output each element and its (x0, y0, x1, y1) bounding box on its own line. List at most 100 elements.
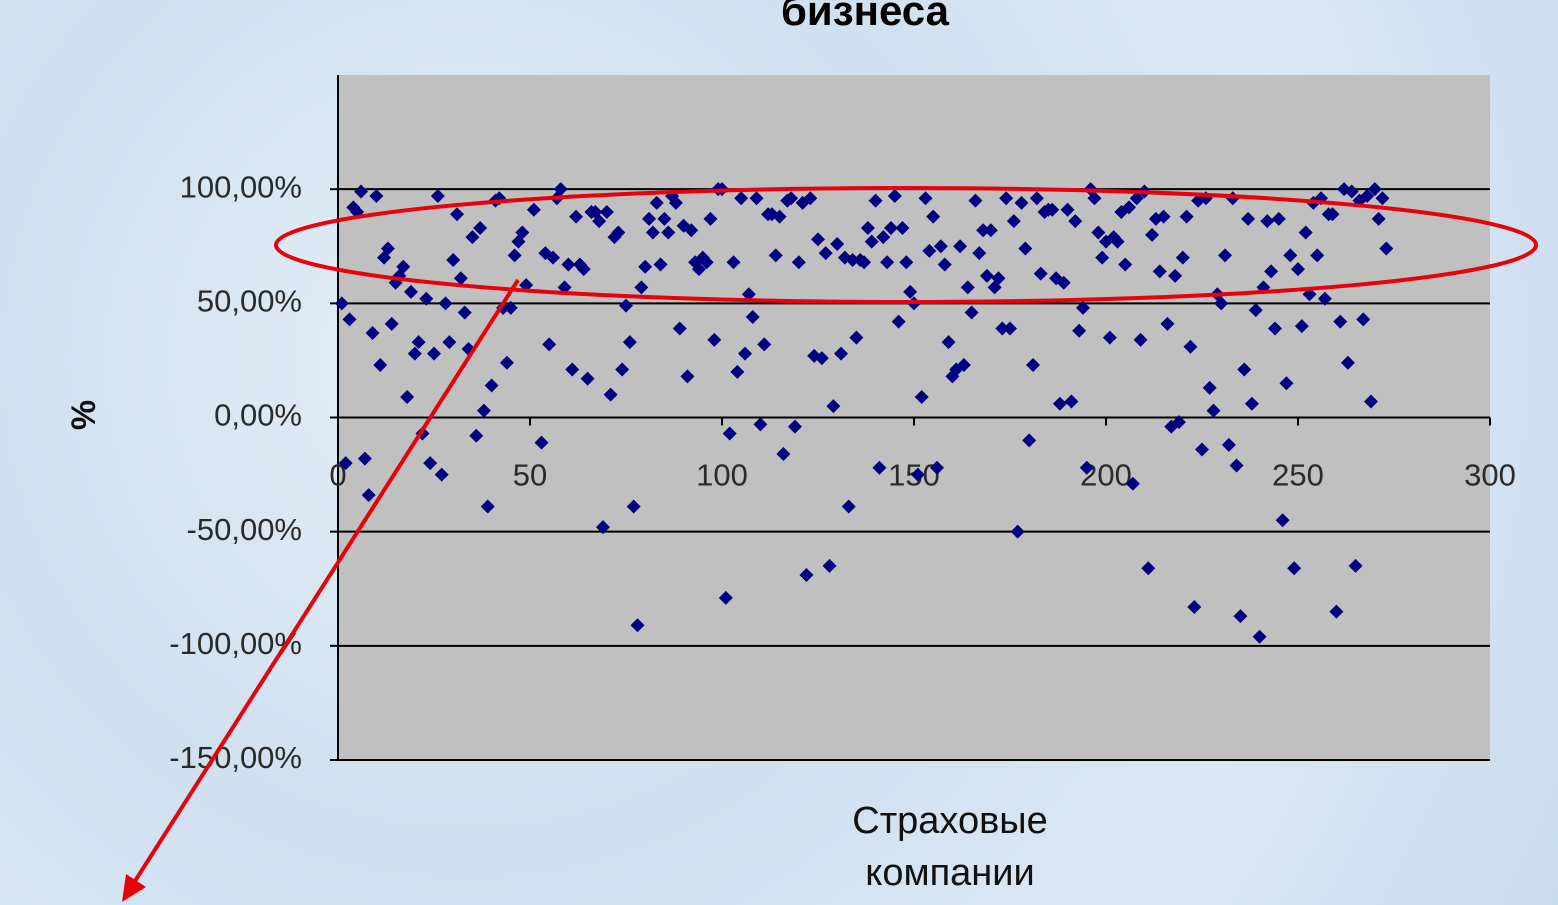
point (776, 447, 791, 462)
point (653, 257, 668, 272)
point (995, 321, 1010, 336)
point (645, 225, 660, 240)
point (534, 435, 549, 450)
point (876, 230, 891, 245)
point (1118, 257, 1133, 272)
point (1168, 268, 1183, 283)
point (661, 225, 676, 240)
point (722, 426, 737, 441)
point (1291, 262, 1305, 277)
point (476, 403, 491, 418)
point (1160, 316, 1175, 331)
point (1329, 604, 1344, 619)
point (626, 499, 641, 514)
point (1056, 275, 1071, 290)
point (1275, 513, 1290, 528)
point (1264, 264, 1279, 279)
point (438, 296, 453, 311)
point (1175, 250, 1190, 265)
point (434, 467, 449, 482)
point (1356, 312, 1371, 327)
point (453, 271, 468, 286)
point (734, 191, 749, 206)
point (1110, 234, 1125, 249)
point (515, 225, 530, 240)
point (334, 296, 349, 311)
point (864, 234, 879, 249)
point (1183, 339, 1198, 354)
point (1252, 629, 1267, 644)
point (1129, 191, 1144, 206)
arrow-head (122, 874, 146, 902)
point (707, 332, 722, 347)
point (730, 364, 745, 379)
point (580, 371, 595, 386)
point (799, 568, 814, 583)
point (741, 287, 756, 302)
point (899, 255, 914, 270)
point (1248, 303, 1263, 318)
point (465, 230, 480, 245)
point (1379, 241, 1394, 256)
point (834, 346, 849, 361)
point (546, 250, 561, 265)
point (1283, 248, 1298, 263)
point (880, 255, 895, 270)
point (1156, 209, 1171, 224)
point (791, 255, 806, 270)
point (1141, 561, 1156, 576)
point (895, 220, 910, 235)
point (1271, 211, 1286, 226)
point (672, 321, 687, 336)
point (918, 191, 933, 206)
point (976, 223, 991, 238)
y-tick-label: 100,00% (180, 169, 302, 204)
point (419, 291, 434, 306)
y-tick-label: 50,00% (197, 284, 302, 319)
point (841, 499, 856, 514)
y-tick-label: -150,00% (169, 740, 302, 775)
y-tick-label: -50,00% (187, 512, 302, 547)
point (960, 280, 975, 295)
point (1333, 314, 1348, 329)
point (1310, 248, 1325, 263)
point (772, 209, 787, 224)
point (1095, 250, 1110, 265)
point (442, 335, 457, 350)
chart-title: бизнеса (781, 0, 950, 34)
point (745, 310, 760, 325)
point (1133, 332, 1148, 347)
point (1241, 211, 1256, 226)
point (818, 246, 833, 261)
point (1072, 323, 1087, 338)
point (826, 399, 841, 414)
point (845, 252, 860, 267)
point (649, 195, 664, 210)
point (930, 460, 945, 475)
point (684, 223, 699, 238)
point (1022, 433, 1037, 448)
point (1279, 376, 1294, 391)
point (1122, 200, 1137, 215)
point (1091, 225, 1106, 240)
point (1145, 227, 1160, 242)
highlight-ellipse (274, 186, 1538, 304)
point (499, 355, 514, 370)
point (953, 239, 968, 254)
point (1026, 357, 1041, 372)
point (657, 211, 672, 226)
point (384, 316, 399, 331)
point (872, 460, 887, 475)
x-tick-label: 100 (696, 458, 748, 493)
point (968, 193, 983, 208)
point (369, 189, 384, 204)
point (1218, 248, 1233, 263)
point (380, 241, 395, 256)
point (446, 252, 461, 267)
point (964, 305, 979, 320)
point (922, 243, 937, 258)
point (1060, 202, 1075, 217)
point (622, 335, 637, 350)
point (630, 618, 645, 633)
